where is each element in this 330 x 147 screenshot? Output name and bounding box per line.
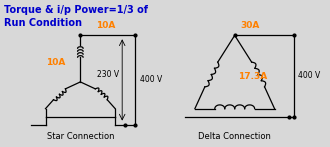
Text: Run Condition: Run Condition — [4, 17, 82, 27]
Text: 10A: 10A — [46, 58, 65, 67]
Text: 230 V: 230 V — [97, 70, 119, 80]
Text: 400 V: 400 V — [140, 75, 162, 84]
Text: Delta Connection: Delta Connection — [198, 132, 271, 141]
Text: Torque & i/p Power=1/3 of: Torque & i/p Power=1/3 of — [4, 5, 148, 15]
Text: 17.3A: 17.3A — [238, 72, 267, 81]
Text: 30A: 30A — [240, 21, 259, 30]
Text: 400 V: 400 V — [298, 71, 321, 80]
Text: Star Connection: Star Connection — [47, 132, 114, 141]
Text: 10A: 10A — [96, 21, 115, 30]
